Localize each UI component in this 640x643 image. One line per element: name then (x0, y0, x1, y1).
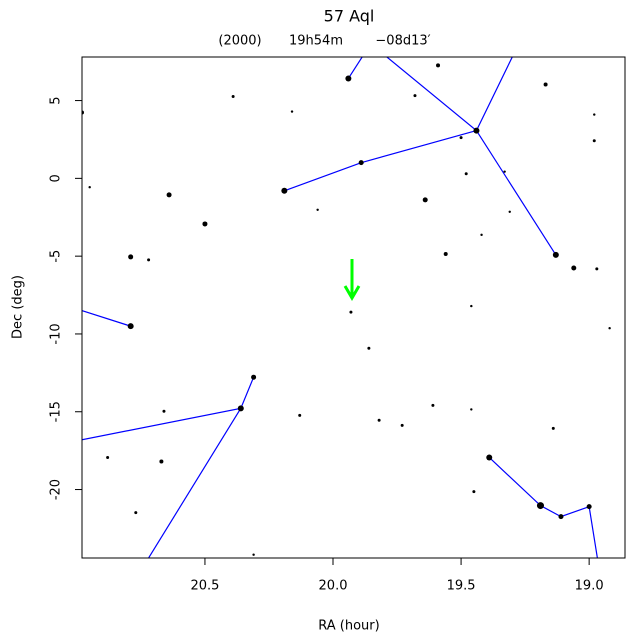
star (202, 221, 208, 227)
star (480, 233, 483, 237)
star (470, 304, 473, 308)
star (552, 251, 559, 258)
star (464, 172, 468, 176)
dec-label: −08d13′ (375, 34, 430, 49)
star (595, 267, 599, 271)
star (551, 426, 555, 430)
star (536, 502, 544, 510)
star (237, 405, 244, 412)
star (251, 374, 257, 380)
star (159, 459, 164, 464)
chart-title: 57 Aql (324, 7, 375, 26)
x-tick-label: 20.5 (190, 579, 219, 594)
star (413, 94, 417, 98)
star (349, 310, 353, 314)
constellation-line (475, 130, 557, 256)
target-arrow (343, 259, 361, 301)
constellation-line (82, 309, 131, 327)
star (106, 455, 110, 459)
star (473, 127, 480, 134)
star (358, 160, 364, 166)
star (436, 63, 441, 68)
y-tick-label: -10 (49, 323, 64, 344)
star (470, 408, 473, 411)
star (252, 553, 255, 556)
star (422, 197, 428, 203)
star (508, 210, 511, 214)
constellation-line (147, 408, 242, 558)
star (486, 454, 493, 461)
y-tick-label: -5 (49, 250, 64, 263)
constellation-line (284, 130, 477, 192)
star (503, 170, 506, 173)
constellation-line (347, 57, 363, 79)
y-tick-label: -15 (49, 401, 64, 422)
star (147, 258, 151, 262)
ra-label: 19h54m (289, 34, 343, 49)
star (431, 403, 435, 407)
plot-frame (81, 56, 626, 559)
star (166, 192, 172, 198)
star (162, 409, 166, 413)
constellation-lines (82, 57, 598, 558)
star (316, 208, 319, 211)
constellation-line (488, 457, 598, 558)
star (367, 346, 371, 350)
star (593, 113, 596, 116)
star (459, 136, 463, 140)
x-tick-label: 19.0 (575, 579, 604, 594)
constellation-line (475, 57, 513, 131)
star (298, 413, 302, 417)
star (127, 323, 134, 330)
star (586, 504, 592, 510)
star (134, 511, 138, 515)
x-axis-label: RA (hour) (318, 619, 379, 634)
star (281, 187, 288, 194)
x-tick-label: 19.5 (447, 579, 476, 594)
star (128, 254, 134, 260)
constellation-line (385, 57, 477, 132)
y-tick-label: 5 (49, 96, 64, 104)
y-tick-label: 0 (49, 174, 64, 182)
star (592, 139, 596, 143)
star (558, 514, 564, 520)
y-axis-label: Dec (deg) (11, 275, 26, 339)
star (608, 326, 611, 330)
star (571, 265, 577, 271)
star (345, 75, 352, 82)
star (472, 490, 476, 494)
star (443, 251, 448, 256)
star (543, 82, 548, 87)
x-tick-label: 20.0 (319, 579, 348, 594)
star (377, 418, 381, 422)
epoch: (2000) (218, 34, 261, 49)
stars (82, 63, 611, 556)
star (290, 110, 294, 113)
star (400, 423, 404, 427)
y-tick-label: -20 (49, 479, 64, 500)
star (88, 186, 91, 189)
star (231, 95, 235, 99)
